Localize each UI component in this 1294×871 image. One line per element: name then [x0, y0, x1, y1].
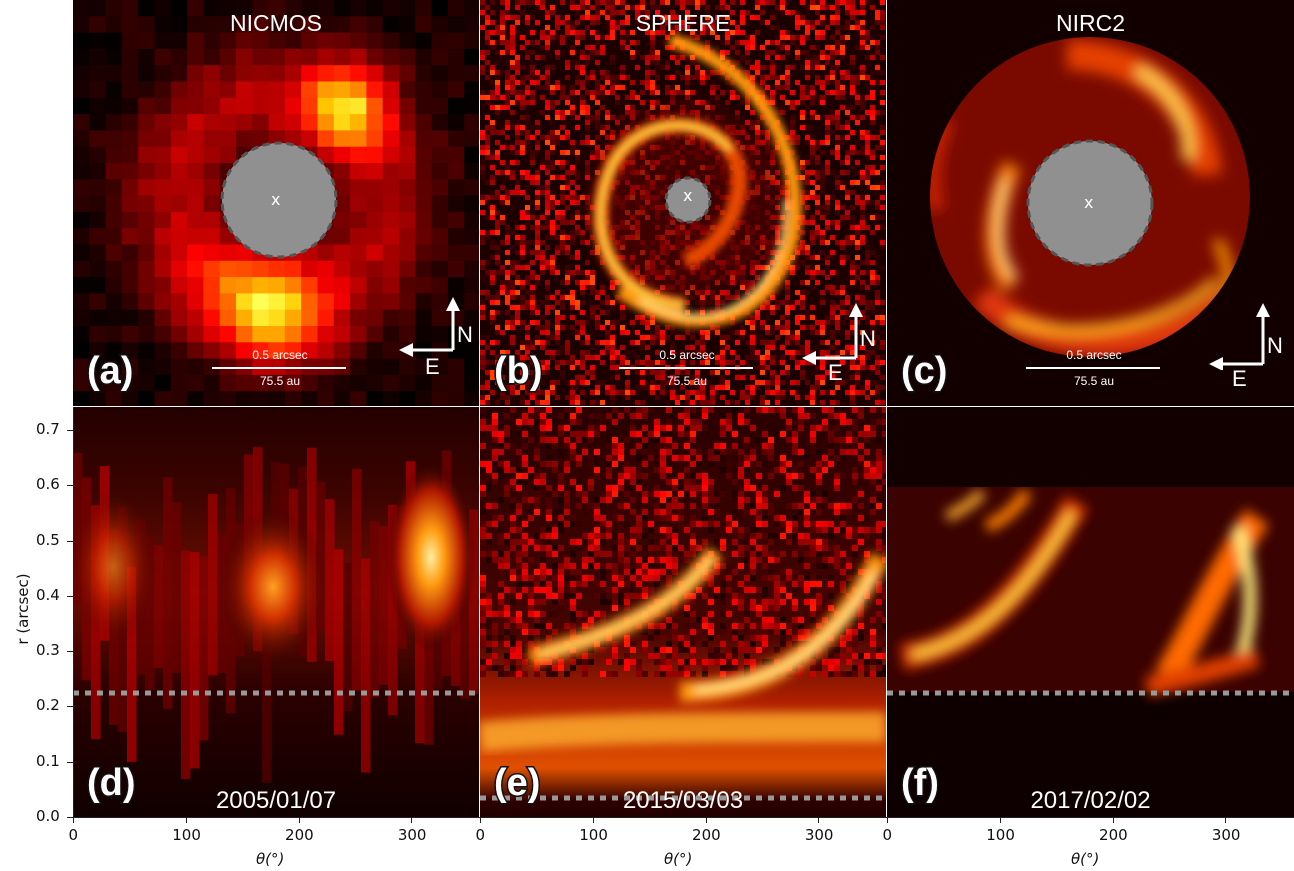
- instrument-title: SPHERE: [635, 10, 731, 36]
- y-tick-label: 0.4: [36, 585, 60, 604]
- x-tick-mark: [818, 817, 820, 823]
- north-label: N: [1267, 333, 1283, 358]
- y-tick-label: 0.2: [36, 696, 60, 715]
- scale-bar-arcsec: 0.5 arcsec: [659, 348, 715, 362]
- x-tick-mark: [298, 817, 300, 823]
- east-label: E: [1232, 366, 1247, 391]
- y-tick-mark: [67, 761, 73, 763]
- x-tick-label: 200: [285, 826, 314, 844]
- y-tick-mark: [67, 817, 73, 818]
- scale-bar-arcsec: 0.5 arcsec: [252, 348, 308, 362]
- scale-bar: [212, 367, 346, 369]
- instrument-title: NICMOS: [230, 10, 322, 36]
- x-tick-label: 0: [882, 826, 893, 844]
- x-tick-label: 0: [475, 826, 486, 844]
- star-center-mark: x: [683, 186, 693, 205]
- x-tick-mark: [705, 817, 707, 823]
- compass-arrows-icon: [399, 297, 460, 357]
- star-center-mark: x: [1084, 193, 1094, 212]
- x-tick-label: 300: [397, 826, 427, 844]
- instrument-title: NIRC2: [1055, 10, 1125, 36]
- y-tick-mark: [67, 595, 73, 597]
- compass-arrows-icon: [802, 303, 863, 365]
- panel-letter: (e): [492, 761, 541, 806]
- nicmos-image-panel: NICMOS x 0.5 arcsec 75.5 au N E (a): [73, 0, 479, 406]
- nirc2-polar-panel: (f) 2017/02/02: [887, 407, 1294, 817]
- star-center-mark: x: [271, 190, 281, 209]
- x-tick-label: 200: [692, 826, 721, 844]
- y-tick-label: 0.3: [36, 641, 60, 660]
- nicmos-polar-panel: (d) 2005/01/07: [73, 407, 479, 817]
- nirc2-heatmap: [887, 0, 1294, 406]
- x-axis-label-b: θ(°): [664, 850, 693, 868]
- x-tick-mark: [887, 817, 888, 823]
- sphere-polar-noise: [480, 407, 886, 677]
- scale-bar-arcsec: 0.5 arcsec: [1066, 348, 1122, 362]
- scale-bar: [1026, 367, 1160, 369]
- y-tick-label: 0.0: [36, 807, 60, 825]
- panel-letter: (b): [493, 349, 545, 394]
- y-tick-mark: [67, 651, 73, 653]
- bottom-axes-frame: [73, 407, 1294, 818]
- x-tick-label: 300: [804, 826, 834, 844]
- y-tick-mark: [67, 430, 73, 431]
- x-tick-label: 100: [579, 826, 608, 844]
- x-tick-mark: [73, 817, 74, 823]
- east-label: E: [425, 354, 440, 379]
- x-tick-label: 200: [1099, 826, 1128, 844]
- coronagraph-mask: [664, 176, 712, 224]
- x-tick-label: 100: [172, 826, 201, 844]
- panel-letter: (d): [86, 761, 138, 806]
- y-tick-label: 0.5: [36, 530, 60, 549]
- observation-date: 2017/02/02: [1030, 787, 1151, 814]
- nicmos-heatmap: [73, 0, 479, 406]
- y-tick-label: 0.6: [36, 475, 60, 494]
- nicmos-pixel-grid: [73, 0, 479, 406]
- y-tick-mark: [67, 485, 73, 487]
- y-tick-label: 0.7: [36, 420, 60, 438]
- x-tick-mark: [480, 817, 481, 823]
- panel-letter: (c): [899, 349, 948, 394]
- y-tick-label: 0.1: [36, 751, 60, 770]
- observation-date: 2005/01/07: [215, 787, 337, 814]
- sphere-noise-pixels: [480, 0, 885, 405]
- x-tick-mark: [592, 817, 594, 823]
- nicmos-polar-heatmap: [73, 407, 479, 817]
- east-label: E: [828, 360, 843, 385]
- y-axis-label: r (arcsec): [14, 573, 32, 645]
- scale-bar-au: 75.5 au: [1073, 374, 1115, 388]
- north-label: N: [860, 326, 876, 351]
- x-tick-mark: [999, 817, 1001, 823]
- panel-letter: (f): [900, 761, 941, 806]
- x-axis-label-a: θ(°): [256, 850, 285, 868]
- scale-bar: [619, 367, 753, 369]
- observation-date: 2015/03/03: [622, 787, 744, 814]
- panel-letter: (a): [85, 349, 134, 394]
- coronagraph-mask: [1026, 139, 1154, 267]
- x-tick-mark: [411, 817, 413, 823]
- x-tick-label: 0: [68, 826, 79, 844]
- y-tick-mark: [67, 540, 73, 542]
- coronagraph-mask: [220, 141, 338, 259]
- sphere-polar-panel: (e) 2015/03/03: [480, 407, 886, 817]
- x-tick-mark: [1225, 817, 1227, 823]
- sphere-polar-heatmap: [480, 407, 886, 817]
- nirc2-polar-heatmap: [887, 407, 1294, 817]
- scale-bar-au: 75.5 au: [259, 374, 301, 388]
- x-tick-mark: [185, 817, 187, 823]
- nirc2-image-panel: NIRC2 x 0.5 arcsec 75.5 au N E (c): [887, 0, 1294, 406]
- sphere-heatmap: [480, 0, 886, 406]
- scale-bar-au: 75.5 au: [666, 374, 708, 388]
- x-axis-label-c: θ(°): [1071, 850, 1100, 868]
- compass-arrows-icon: [1209, 303, 1270, 370]
- x-tick-label: 100: [986, 826, 1015, 844]
- x-tick-mark: [1112, 817, 1114, 823]
- north-label: N: [457, 322, 473, 347]
- x-tick-label: 300: [1211, 826, 1241, 844]
- sphere-image-panel: SPHERE x 0.5 arcsec 75.5 au N E (b): [480, 0, 886, 406]
- y-tick-mark: [67, 706, 73, 708]
